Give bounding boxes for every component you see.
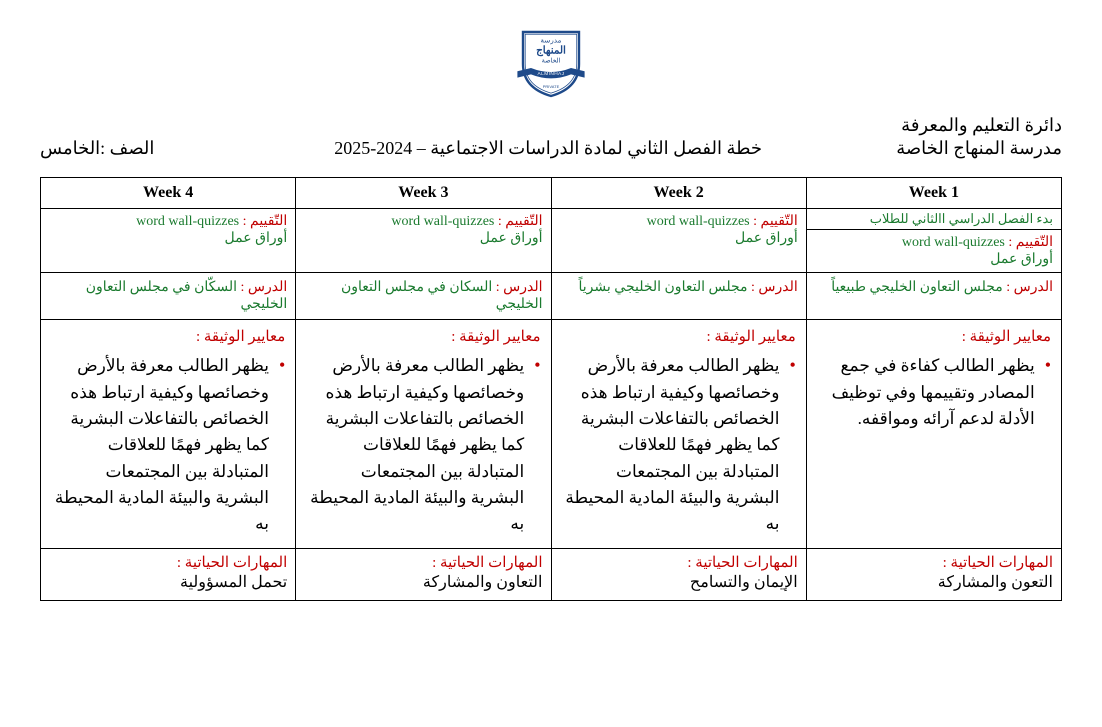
criteria-text: يظهر الطالب معرفة بالأرض وخصائصها وكيفية… (306, 353, 524, 537)
worksheets-text: أوراق عمل (735, 231, 798, 246)
worksheets-text: أوراق عمل (990, 252, 1053, 267)
assessment-cell-w4: التّقييم : word wall-quizzes أوراق عمل (41, 209, 296, 273)
skills-label: المهارات الحياتية : (943, 555, 1053, 571)
criteria-cell-w1: معايير الوثيقة : • يظهر الطالب كفاءة في … (806, 320, 1061, 549)
assessment-cell-w2: التّقييم : word wall-quizzes أوراق عمل (551, 209, 806, 273)
header-row: Week 1 Week 2 Week 3 Week 4 (41, 178, 1062, 209)
lesson-label: الدرس : (496, 280, 543, 295)
svg-text:المنهاج: المنهاج (536, 46, 566, 57)
assessment-cell-w3: التّقييم : word wall-quizzes أوراق عمل (296, 209, 551, 273)
criteria-label: معايير الوثيقة : (562, 326, 796, 349)
lesson-cell-w3: الدرس : السكان في مجلس التعاون الخليجي (296, 273, 551, 320)
skills-label: المهارات الحياتية : (432, 555, 542, 571)
worksheets-text: أوراق عمل (225, 231, 288, 246)
grade-label: الصف :الخامس (40, 138, 200, 159)
lesson-row: الدرس : مجلس التعاون الخليجي طبيعياً الد… (41, 273, 1062, 320)
criteria-text: يظهر الطالب معرفة بالأرض وخصائصها وكيفية… (562, 353, 780, 537)
criteria-cell-w2: معايير الوثيقة : • يظهر الطالب معرفة بال… (551, 320, 806, 549)
skills-text: تحمل المسؤولية (180, 574, 287, 591)
assessment-value: word wall-quizzes (647, 214, 750, 229)
skills-cell-w3: المهارات الحياتية : التعاون والمشاركة (296, 548, 551, 600)
svg-text:مدرسة: مدرسة (541, 36, 562, 44)
start-note-cell: بدء الفصل الدراسي االثاني للطلاب (806, 209, 1061, 230)
lesson-text: مجلس التعاون الخليجي بشرياً (579, 280, 748, 295)
assessment-label: التّقييم : (1008, 235, 1053, 250)
header-block: دائرة التعليم والمعرفة مدرسة المنهاج الخ… (40, 115, 1062, 159)
col-head-week2: Week 2 (551, 178, 806, 209)
skills-cell-w2: المهارات الحياتية : الإيمان والتسامح (551, 548, 806, 600)
logo-container: مدرسة المنهاج الخاصة ALMINHAJ PRIVATE (40, 20, 1062, 105)
skills-text: التعاون والمشاركة (423, 574, 543, 591)
criteria-cell-w3: معايير الوثيقة : • يظهر الطالب معرفة بال… (296, 320, 551, 549)
col-head-week4: Week 4 (41, 178, 296, 209)
department-label: دائرة التعليم والمعرفة (40, 115, 1062, 136)
assessment-value: word wall-quizzes (391, 214, 494, 229)
col-head-week1: Week 1 (806, 178, 1061, 209)
skills-row: المهارات الحياتية : التعون والمشاركة الم… (41, 548, 1062, 600)
skills-label: المهارات الحياتية : (687, 555, 797, 571)
criteria-row: معايير الوثيقة : • يظهر الطالب كفاءة في … (41, 320, 1062, 549)
start-note-row: بدء الفصل الدراسي االثاني للطلاب التّقيي… (41, 209, 1062, 230)
criteria-cell-w4: معايير الوثيقة : • يظهر الطالب معرفة بال… (41, 320, 296, 549)
plan-title: خطة الفصل الثاني لمادة الدراسات الاجتماع… (200, 138, 896, 159)
lesson-cell-w1: الدرس : مجلس التعاون الخليجي طبيعياً (806, 273, 1061, 320)
assessment-label: التّقييم : (753, 214, 798, 229)
school-logo: مدرسة المنهاج الخاصة ALMINHAJ PRIVATE (511, 20, 591, 100)
skills-text: الإيمان والتسامح (690, 574, 798, 591)
criteria-label: معايير الوثيقة : (51, 326, 285, 349)
criteria-text: يظهر الطالب معرفة بالأرض وخصائصها وكيفية… (51, 353, 269, 537)
assessment-label: التّقييم : (243, 214, 288, 229)
school-name: مدرسة المنهاج الخاصة (896, 138, 1062, 159)
assessment-cell-w1: التّقييم : word wall-quizzes أوراق عمل (806, 230, 1061, 273)
lesson-label: الدرس : (1006, 280, 1053, 295)
bullet-icon: • (789, 353, 795, 378)
svg-text:الخاصة: الخاصة (542, 57, 561, 64)
lesson-label: الدرس : (241, 280, 288, 295)
skills-cell-w1: المهارات الحياتية : التعون والمشاركة (806, 548, 1061, 600)
assessment-label: التّقييم : (498, 214, 543, 229)
assessment-value: word wall-quizzes (902, 235, 1005, 250)
lesson-text: مجلس التعاون الخليجي طبيعياً (831, 280, 1003, 295)
lesson-cell-w2: الدرس : مجلس التعاون الخليجي بشرياً (551, 273, 806, 320)
criteria-label: معايير الوثيقة : (306, 326, 540, 349)
worksheets-text: أوراق عمل (480, 231, 543, 246)
svg-text:PRIVATE: PRIVATE (543, 84, 560, 89)
criteria-text: يظهر الطالب كفاءة في جمع المصادر وتقييمه… (817, 353, 1035, 432)
bullet-icon: • (279, 353, 285, 378)
skills-text: التعون والمشاركة (938, 574, 1053, 591)
plan-table: Week 1 Week 2 Week 3 Week 4 بدء الفصل ال… (40, 177, 1062, 601)
col-head-week3: Week 3 (296, 178, 551, 209)
bullet-icon: • (1045, 353, 1051, 378)
svg-text:ALMINHAJ: ALMINHAJ (538, 71, 565, 77)
bullet-icon: • (534, 353, 540, 378)
criteria-label: معايير الوثيقة : (817, 326, 1051, 349)
assessment-value: word wall-quizzes (136, 214, 239, 229)
lesson-cell-w4: الدرس : السكّان في مجلس التعاون الخليجي (41, 273, 296, 320)
skills-label: المهارات الحياتية : (177, 555, 287, 571)
lesson-label: الدرس : (751, 280, 798, 295)
skills-cell-w4: المهارات الحياتية : تحمل المسؤولية (41, 548, 296, 600)
